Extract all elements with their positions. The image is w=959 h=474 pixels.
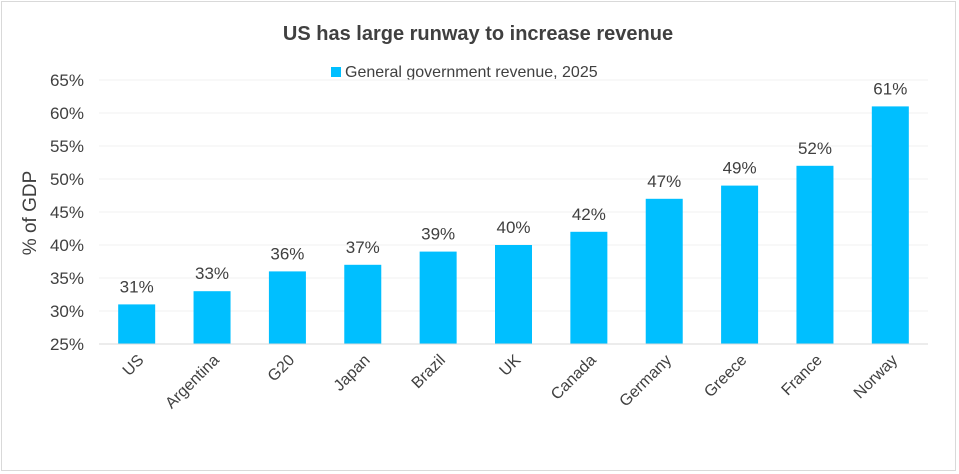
- y-axis-label: % of GDP: [20, 171, 41, 255]
- data-label: 33%: [195, 264, 229, 283]
- y-tick-label: 65%: [50, 71, 84, 90]
- bar-japan: [344, 264, 382, 344]
- data-label: 31%: [120, 277, 154, 296]
- data-label: 49%: [723, 159, 757, 178]
- y-tick-label: 40%: [50, 236, 84, 255]
- chart-title: US has large runway to increase revenue: [283, 23, 673, 45]
- bar-france: [796, 165, 834, 344]
- x-tick-label: Germany: [617, 352, 676, 411]
- y-tick-label: 30%: [50, 302, 84, 321]
- y-tick-label: 60%: [50, 104, 84, 123]
- y-tick-label: 35%: [50, 269, 84, 288]
- x-tick-label: France: [779, 352, 826, 399]
- x-tick-label: G20: [265, 352, 298, 385]
- y-tick-label: 45%: [50, 203, 84, 222]
- data-label: 52%: [798, 139, 832, 158]
- data-label: 61%: [873, 79, 907, 98]
- bar-argentina: [193, 291, 231, 344]
- data-label: 36%: [270, 244, 304, 263]
- y-tick-label: 50%: [50, 170, 84, 189]
- data-label: 39%: [421, 225, 455, 244]
- data-label: 37%: [346, 238, 380, 257]
- bar-g20: [268, 271, 306, 344]
- x-tick-label: US: [120, 352, 148, 380]
- x-tick-label: Argentina: [162, 352, 223, 413]
- x-tick-label: UK: [497, 352, 525, 380]
- x-tick-label: Greece: [701, 352, 750, 401]
- legend-label: General government revenue, 2025: [345, 64, 598, 81]
- y-tick-label: 55%: [50, 137, 84, 156]
- x-tick-label: Canada: [548, 352, 600, 404]
- y-tick-label: 25%: [50, 335, 84, 354]
- bar-uk: [495, 245, 532, 344]
- x-tick-label: Brazil: [409, 352, 449, 392]
- legend: General government revenue, 2025: [331, 64, 598, 81]
- bar-norway: [871, 106, 909, 345]
- x-tick-label: Norway: [851, 352, 901, 402]
- bar-us: [118, 304, 156, 344]
- bar-germany: [645, 198, 683, 344]
- legend-swatch: [331, 67, 341, 77]
- bar-brazil: [419, 251, 457, 344]
- bar-canada: [570, 231, 608, 344]
- data-label: 47%: [647, 172, 681, 191]
- x-tick-label: Japan: [331, 352, 374, 395]
- data-label: 42%: [572, 205, 606, 224]
- data-label: 40%: [496, 218, 530, 237]
- bar-greece: [721, 185, 759, 344]
